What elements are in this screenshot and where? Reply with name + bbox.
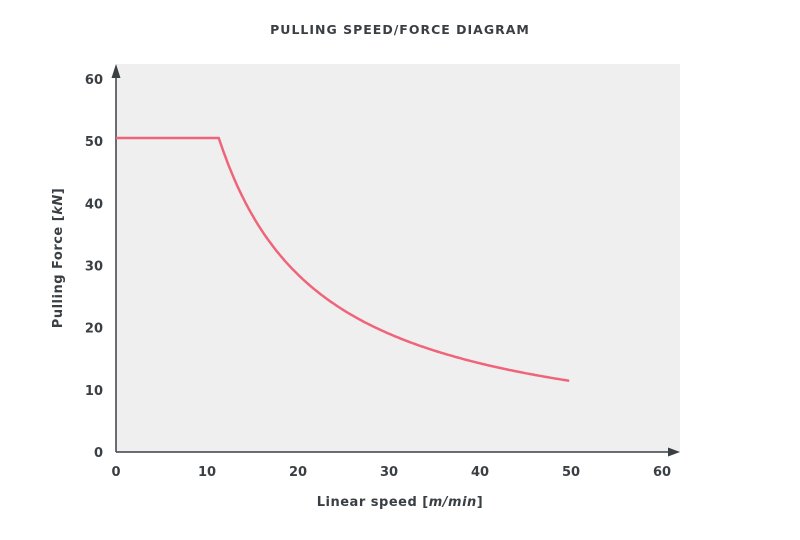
x-tick-label: 50 <box>562 465 580 480</box>
series-line <box>116 136 570 383</box>
plot-background <box>116 64 680 452</box>
x-tick-label: 20 <box>289 465 307 480</box>
x-tick-label: 10 <box>198 465 216 480</box>
x-tick-label: 60 <box>653 465 671 480</box>
y-tick-label: 40 <box>85 197 103 212</box>
x-tick-label: 0 <box>111 465 120 480</box>
y-tick-label: 50 <box>85 135 103 150</box>
y-tick-label: 0 <box>94 446 103 461</box>
x-axis-label: Linear speed [m/min] <box>317 495 484 510</box>
y-tick-label: 10 <box>85 384 103 399</box>
y-tick-label: 20 <box>85 322 103 337</box>
y-tick-label: 30 <box>85 260 103 275</box>
y-tick-label: 60 <box>85 73 103 88</box>
x-axis-arrow-icon <box>668 447 680 457</box>
x-tick-label: 30 <box>380 465 398 480</box>
y-axis-arrow-icon <box>111 64 121 78</box>
y-axis-label: Pulling Force [kN] <box>51 188 66 328</box>
chart-title: PULLING SPEED/FORCE DIAGRAM <box>270 22 530 37</box>
x-tick-label: 40 <box>471 465 489 480</box>
